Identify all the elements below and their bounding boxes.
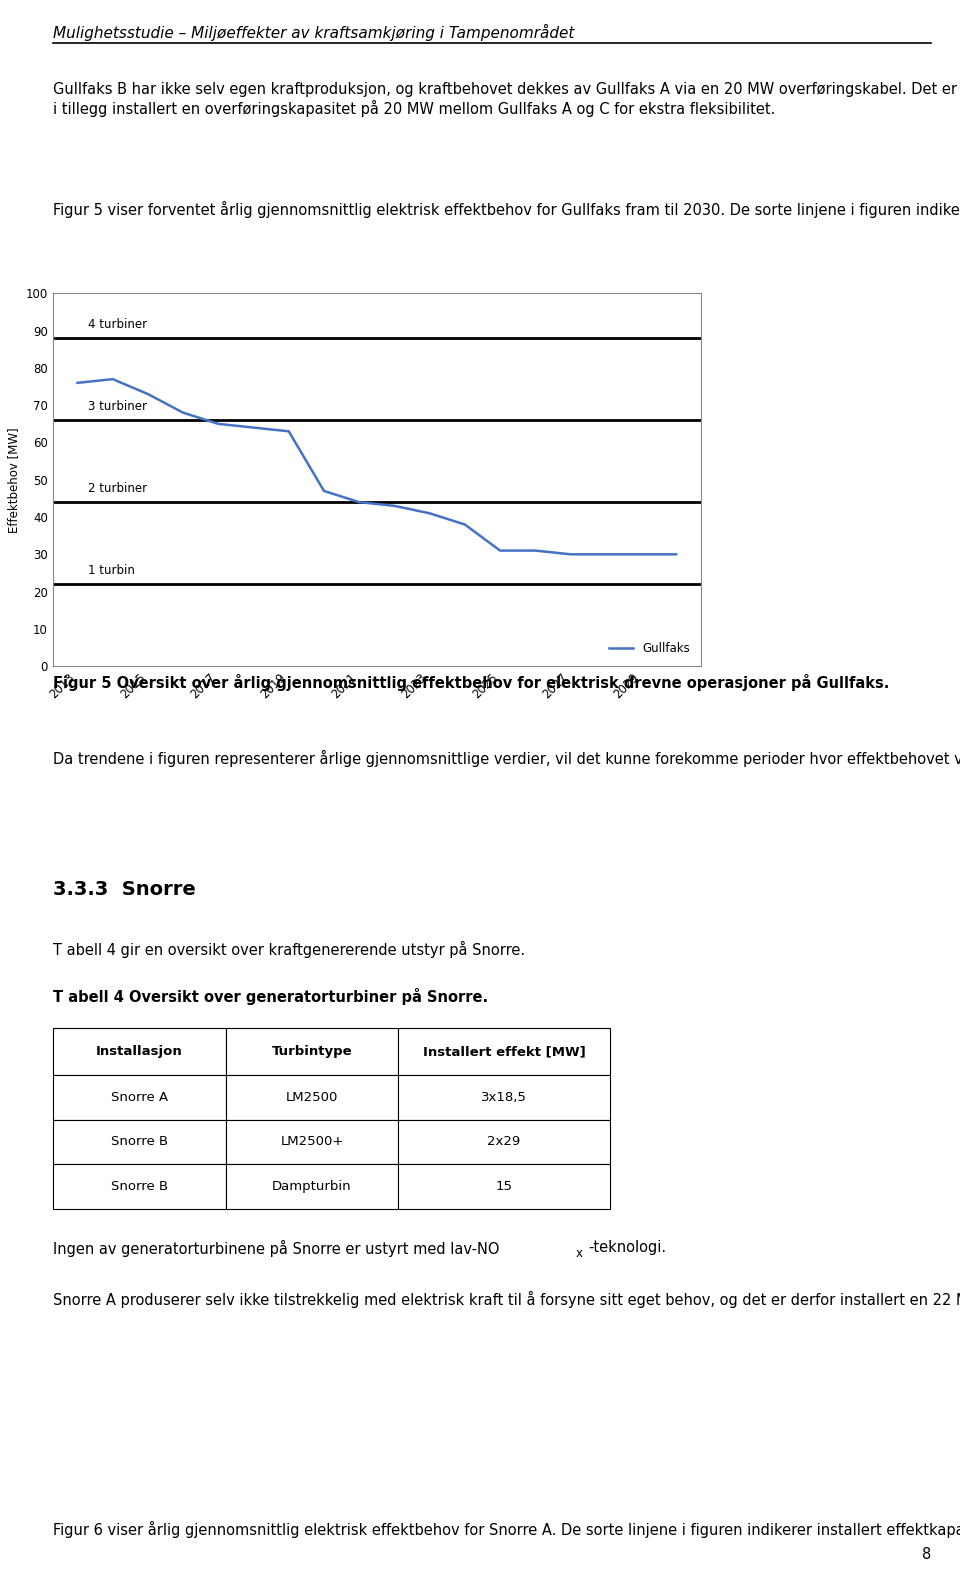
Text: T abell 4 gir en oversikt over kraftgenererende utstyr på Snorre.: T abell 4 gir en oversikt over kraftgene… xyxy=(53,940,525,958)
Text: Snorre A: Snorre A xyxy=(110,1091,168,1104)
Text: Figur 5 viser forventet årlig gjennomsnittlig elektrisk effektbehov for Gullfaks: Figur 5 viser forventet årlig gjennomsni… xyxy=(53,201,960,219)
Text: Gullfaks B har ikke selv egen kraftproduksjon, og kraftbehovet dekkes av Gullfak: Gullfaks B har ikke selv egen kraftprodu… xyxy=(53,82,957,117)
Text: LM2500: LM2500 xyxy=(286,1091,338,1104)
Text: Snorre B: Snorre B xyxy=(110,1136,168,1148)
Text: 2 turbiner: 2 turbiner xyxy=(88,482,147,495)
Text: Turbintype: Turbintype xyxy=(272,1045,352,1058)
Text: 3.3.3  Snorre: 3.3.3 Snorre xyxy=(53,880,196,899)
Text: 1 turbin: 1 turbin xyxy=(88,565,135,577)
Text: 4 turbiner: 4 turbiner xyxy=(88,319,147,331)
Text: Figur 6 viser årlig gjennomsnittlig elektrisk effektbehov for Snorre A. De sorte: Figur 6 viser årlig gjennomsnittlig elek… xyxy=(53,1521,960,1538)
Text: 3 turbiner: 3 turbiner xyxy=(88,400,147,414)
Text: T abell 4 Oversikt over generatorturbiner på Snorre.: T abell 4 Oversikt over generatorturbine… xyxy=(53,988,488,1006)
Text: Mulighetsstudie – Miljøeffekter av kraftsamkjøring i Tampenområdet: Mulighetsstudie – Miljøeffekter av kraft… xyxy=(53,24,574,41)
Text: -teknologi.: -teknologi. xyxy=(588,1240,666,1255)
Text: 3x18,5: 3x18,5 xyxy=(481,1091,527,1104)
Text: 15: 15 xyxy=(495,1180,513,1193)
Text: Snorre A produserer selv ikke tilstrekkelig med elektrisk kraft til å forsyne si: Snorre A produserer selv ikke tilstrekke… xyxy=(53,1291,960,1308)
Text: 8: 8 xyxy=(922,1548,931,1562)
Text: Ingen av generatorturbinene på Snorre er ustyrt med lav-NO: Ingen av generatorturbinene på Snorre er… xyxy=(53,1240,499,1258)
Text: Da trendene i figuren representerer årlige gjennomsnittlige verdier, vil det kun: Da trendene i figuren representerer årli… xyxy=(53,750,960,768)
Text: Dampturbin: Dampturbin xyxy=(273,1180,351,1193)
Text: x: x xyxy=(576,1247,583,1259)
Text: 2x29: 2x29 xyxy=(488,1136,520,1148)
Text: Installasjon: Installasjon xyxy=(96,1045,182,1058)
Text: Snorre B: Snorre B xyxy=(110,1180,168,1193)
Text: Figur 5 Oversikt over årlig gjennomsnittlig effektbehov for elektrisk drevne ope: Figur 5 Oversikt over årlig gjennomsnitt… xyxy=(53,674,889,691)
Legend: Gullfaks: Gullfaks xyxy=(605,638,695,660)
Text: Installert effekt [MW]: Installert effekt [MW] xyxy=(422,1045,586,1058)
Text: LM2500+: LM2500+ xyxy=(280,1136,344,1148)
Y-axis label: Effektbehov [MW]: Effektbehov [MW] xyxy=(7,427,20,533)
